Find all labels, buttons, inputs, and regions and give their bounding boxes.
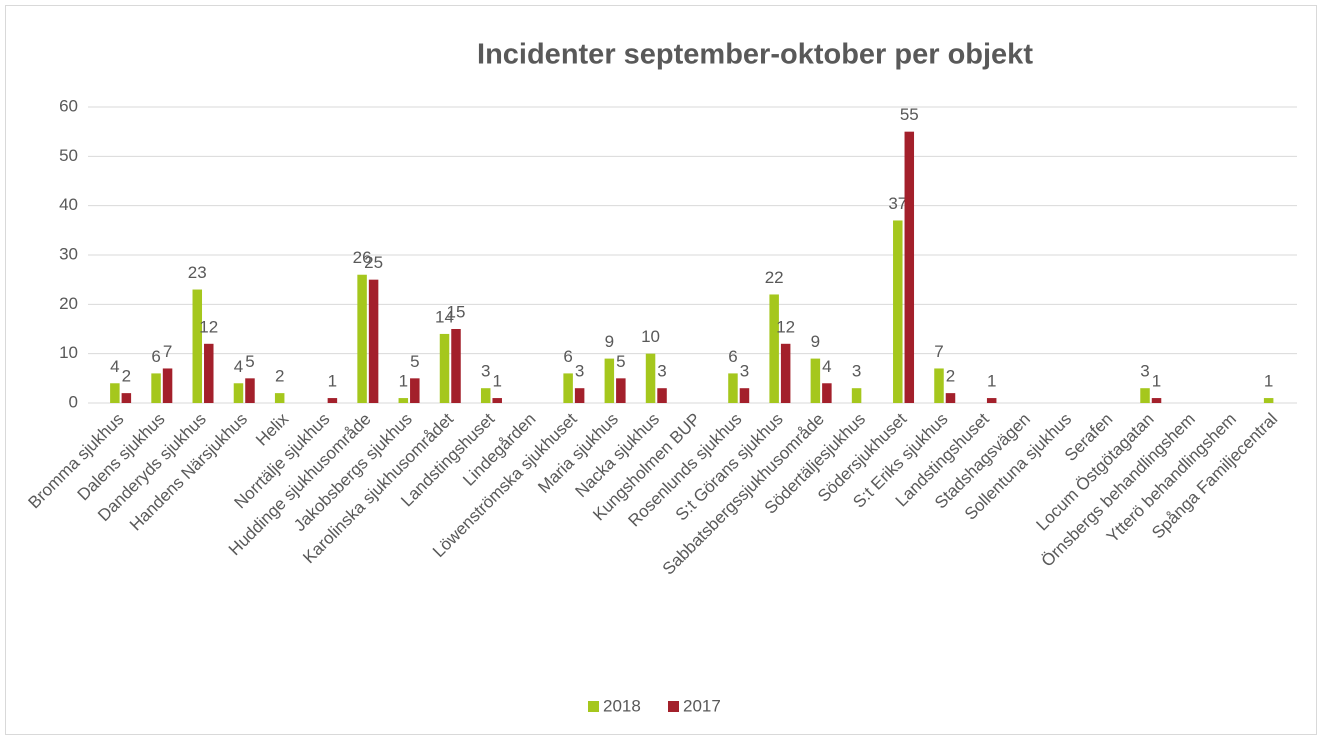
y-tick-label: 40	[59, 195, 78, 214]
data-label: 12	[199, 317, 218, 336]
bar	[274, 393, 285, 403]
y-tick-label: 30	[59, 244, 78, 263]
legend-swatch	[588, 701, 599, 712]
data-label: 3	[852, 362, 861, 381]
data-label: 4	[234, 357, 243, 376]
chart-border	[5, 5, 1317, 735]
bar	[657, 388, 667, 403]
data-label: 3	[657, 362, 666, 381]
bar	[616, 378, 626, 403]
data-label: 4	[110, 357, 119, 376]
data-label: 1	[1264, 372, 1273, 391]
data-label: 1	[1152, 372, 1161, 391]
bar	[368, 279, 379, 403]
data-label: 7	[934, 342, 943, 361]
data-label: 1	[492, 372, 501, 391]
legend-label: 2018	[603, 696, 641, 715]
bar	[904, 131, 915, 403]
data-label: 1	[328, 372, 337, 391]
data-label: 5	[410, 352, 419, 371]
data-label: 3	[740, 362, 749, 381]
bar	[121, 393, 132, 403]
bar	[822, 383, 832, 403]
bar	[810, 358, 821, 403]
data-label: 9	[811, 332, 820, 351]
y-tick-label: 0	[69, 392, 78, 411]
data-label: 55	[900, 105, 919, 124]
bar	[604, 358, 615, 403]
bar	[851, 388, 862, 403]
data-label: 15	[447, 302, 466, 321]
bar	[233, 383, 244, 403]
y-tick-label: 20	[59, 294, 78, 313]
data-label: 3	[481, 362, 490, 381]
bar	[410, 378, 420, 403]
data-label: 1	[987, 372, 996, 391]
data-label: 14	[435, 307, 454, 326]
data-label: 5	[616, 352, 625, 371]
bar	[769, 294, 779, 403]
bar	[162, 368, 173, 403]
data-label: 10	[641, 327, 660, 346]
legend-label: 2017	[683, 696, 721, 715]
bar	[945, 393, 956, 403]
bar	[439, 333, 450, 403]
bar	[204, 343, 214, 403]
data-label: 26	[353, 248, 372, 267]
bar	[245, 378, 255, 403]
data-label: 25	[364, 253, 383, 272]
data-label: 6	[563, 347, 572, 366]
data-label: 2	[946, 367, 955, 386]
data-label: 3	[575, 362, 584, 381]
data-label: 3	[1140, 362, 1149, 381]
y-tick-label: 10	[59, 343, 78, 362]
data-label: 9	[605, 332, 614, 351]
data-label: 6	[151, 347, 160, 366]
legend-swatch	[668, 701, 679, 712]
bar	[492, 398, 502, 403]
data-label: 7	[163, 342, 172, 361]
data-label: 1	[399, 372, 408, 391]
data-label: 37	[888, 194, 907, 213]
bar	[327, 398, 338, 403]
bar	[480, 388, 491, 403]
bar	[780, 343, 791, 403]
bar	[151, 373, 161, 403]
bar	[398, 398, 409, 403]
bar	[1140, 388, 1150, 403]
data-label: 12	[776, 317, 795, 336]
y-tick-label: 60	[59, 96, 78, 115]
bar	[357, 274, 367, 403]
bar	[986, 398, 997, 403]
bar	[110, 383, 120, 403]
bar	[739, 388, 750, 403]
data-label: 5	[245, 352, 254, 371]
chart-title: Incidenter september-oktober per objekt	[477, 39, 1033, 71]
bar	[934, 368, 944, 403]
bar	[645, 353, 656, 403]
data-label: 22	[765, 268, 784, 287]
data-label: 23	[188, 263, 207, 282]
bar	[574, 388, 585, 403]
y-tick-label: 50	[59, 146, 78, 165]
bar	[1263, 398, 1274, 403]
data-label: 2	[122, 367, 131, 386]
bar	[1151, 398, 1162, 403]
bar	[451, 329, 461, 403]
data-label: 2	[275, 367, 284, 386]
bar	[563, 373, 573, 403]
data-label: 4	[822, 357, 831, 376]
bar	[192, 289, 203, 403]
data-label: 6	[728, 347, 737, 366]
bar	[893, 220, 903, 403]
bar	[728, 373, 738, 403]
